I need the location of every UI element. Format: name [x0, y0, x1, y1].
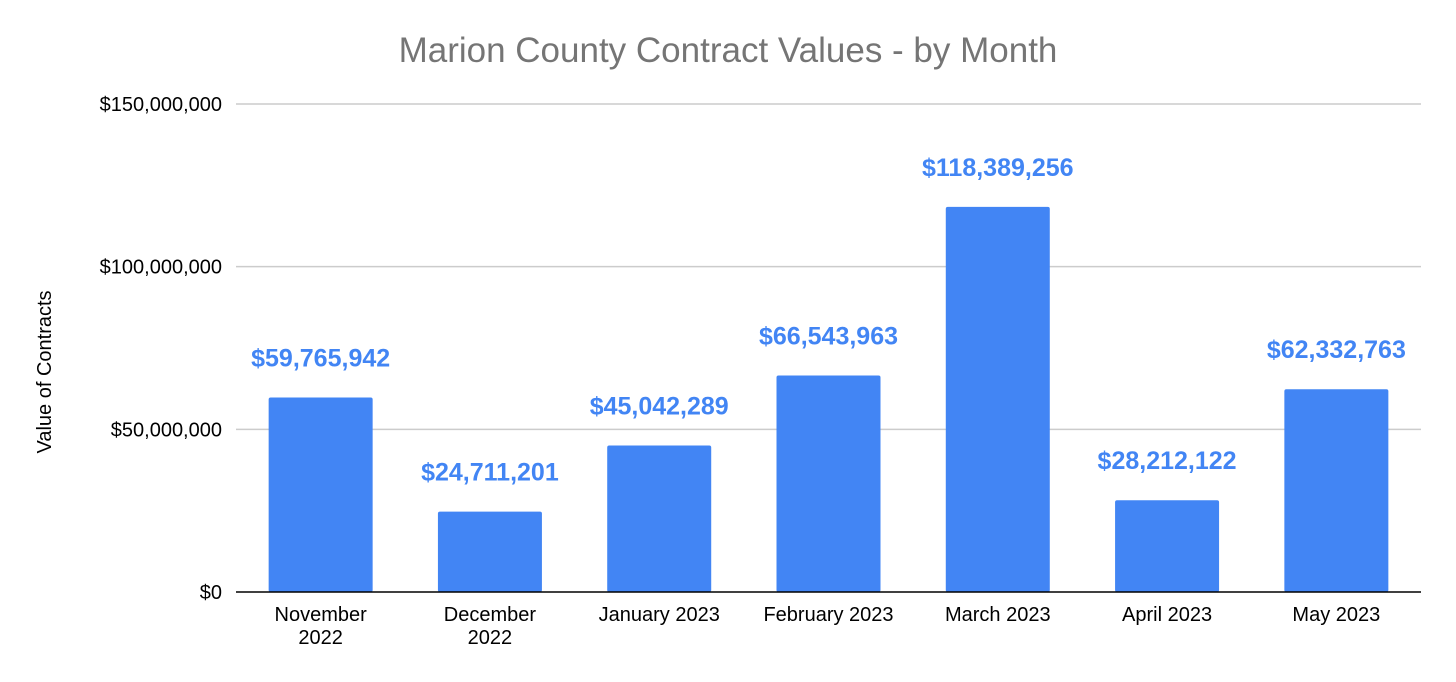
x-tick-label: March 2023: [945, 604, 1051, 626]
bar: [437, 511, 542, 592]
y-tick-label: $50,000,000: [111, 419, 222, 441]
x-tick-label: 2022: [298, 627, 343, 649]
bars: [268, 206, 1389, 593]
x-tick-label: April 2023: [1122, 604, 1212, 626]
bar: [776, 375, 881, 592]
x-tick-label: November: [275, 604, 368, 626]
chart-title: Marion County Contract Values - by Month: [399, 31, 1058, 70]
bar: [945, 206, 1050, 593]
data-label: $45,042,289: [590, 392, 729, 420]
bar: [607, 445, 712, 592]
x-tick-label: January 2023: [599, 604, 720, 626]
x-tick-label: May 2023: [1292, 604, 1380, 626]
x-tick-label: 2022: [468, 627, 513, 649]
y-tick-label: $0: [200, 582, 222, 604]
data-label: $62,332,763: [1267, 336, 1406, 364]
data-label: $24,711,201: [421, 459, 559, 487]
data-labels: $59,765,942 $24,711,201 $45,042,289 $66,543…: [251, 154, 1406, 487]
y-axis-label: Value of Contracts: [34, 290, 56, 453]
data-label: $118,389,256: [922, 154, 1074, 182]
bar: [1115, 500, 1220, 592]
x-tick-label: February 2023: [763, 604, 893, 626]
x-tick-label: December: [444, 604, 537, 626]
bar: [268, 397, 373, 592]
bar: [1284, 389, 1389, 592]
data-label: $28,212,122: [1098, 447, 1237, 475]
data-label: $66,543,963: [759, 323, 898, 351]
y-axis-ticks: $0 $50,000,000 $100,000,000 $150,000,000: [100, 94, 222, 604]
data-label: $59,765,942: [251, 345, 390, 373]
y-tick-label: $100,000,000: [100, 257, 222, 279]
y-tick-label: $150,000,000: [100, 94, 222, 116]
